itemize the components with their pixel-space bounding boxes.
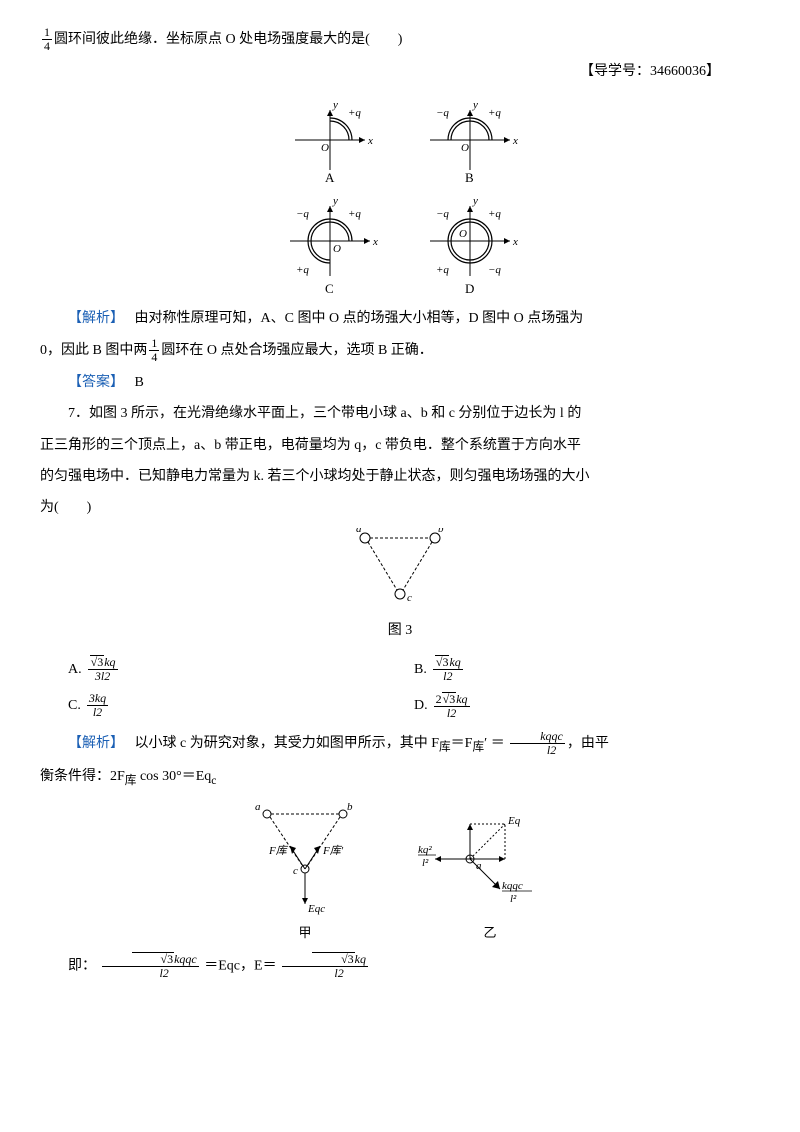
figure-3: a b c 图 3 [40,528,760,643]
analysis-6b: 0，因此 B 图中两 1 4 圆环在 O 点处合场强应最大，选项 B 正确． [40,337,760,364]
analysis-label-7: 【解析】 [68,736,117,751]
svg-text:y: y [332,99,338,111]
svg-text:+q: +q [348,208,361,220]
analysis-7: 【解析】 以小球 c 为研究对象，其受力如图甲所示，其中 F库＝F库′ ＝ kq… [40,730,760,758]
intro-line: 1 4 圆环间彼此绝缘．坐标原点 O 处电场强度最大的是( ) [40,6,760,53]
svg-text:−q: −q [488,264,501,276]
svg-text:kq²: kq² [418,844,432,856]
svg-text:b: b [347,801,353,813]
option-A: A. 3kq 3l2 [68,651,414,687]
svg-text:−q: −q [436,208,449,220]
fig-yi-label: 乙 [415,921,565,944]
svg-text:C: C [325,281,334,296]
final-line: 即： 3kqqc l2 ＝Eqc，E＝ 3kq l2 [40,952,760,980]
q7-line3: 的匀强电场中．已知静电力常量为 k. 若三个小球均处于静止状态，则匀强电场场强的… [40,464,760,489]
q7-line1: 7．如图 3 所示，在光滑绝缘水平面上，三个带电小球 a、b 和 c 分别位于边… [40,401,760,426]
svg-text:l²: l² [422,857,429,869]
answer-value: B [135,375,144,390]
svg-text:+q: +q [436,264,449,276]
svg-text:O: O [333,243,341,255]
svg-text:y: y [472,195,478,207]
svg-text:a: a [255,801,261,813]
svg-text:B: B [465,170,474,185]
svg-text:+q: +q [488,107,501,119]
svg-text:A: A [325,170,335,185]
answer-label: 【答案】 [68,375,117,390]
analysis-6: 【解析】 由对称性原理可知，A、C 图中 O 点的场强大小相等，D 图中 O 点… [40,306,760,331]
svg-text:c: c [407,592,412,604]
svg-text:Eqc: Eqc [307,903,325,915]
svg-text:F库: F库 [268,844,289,857]
figure-3-caption: 图 3 [40,618,760,643]
figure-jia-yi: a b c F库 F库′ Eqc 甲 a [40,799,760,944]
svg-text:D: D [465,281,474,296]
svg-text:F库′: F库′ [322,844,344,857]
svg-text:x: x [372,236,378,248]
option-C: C. 3kq l2 [68,688,414,724]
frac-1-4: 1 4 [42,26,52,53]
svg-text:O: O [321,142,329,154]
svg-text:c: c [293,865,298,877]
svg-text:Eq: Eq [507,815,521,827]
q7-line4: 为( ) [40,495,760,520]
svg-text:+q: +q [348,107,361,119]
svg-text:−q: −q [296,208,309,220]
diagram-row-2: x y O +q −q +q C x y O +q −q +q −q [40,193,760,298]
option-D: D. 23kq l2 [414,688,760,724]
diagram-svg-ab: x y O +q A x y O +q −q B [240,95,560,185]
analysis-7b: 衡条件得：2F库 cos 30°＝Eqc [40,764,760,791]
figure-3-svg: a b c [335,528,465,618]
option-B: B. 3kq l2 [414,651,760,687]
diagram-row-1: x y O +q A x y O +q −q B [40,95,760,185]
figure-yi: a Eq kq² l² kqqc l² 乙 [415,799,565,944]
svg-text:x: x [367,135,373,147]
fig-jia-label: 甲 [235,921,375,944]
svg-text:y: y [332,195,338,207]
diagram-svg-cd: x y O +q −q +q C x y O +q −q +q −q [240,193,560,298]
q7-line2: 正三角形的三个顶点上，a、b 带正电，电荷量均为 q，c 带负电．整个系统置于方… [40,433,760,458]
figure-jia: a b c F库 F库′ Eqc 甲 [235,799,375,944]
svg-text:+q: +q [488,208,501,220]
svg-text:x: x [512,236,518,248]
svg-text:a: a [356,528,362,535]
svg-text:x: x [512,135,518,147]
svg-text:b: b [438,528,444,535]
svg-text:kqqc: kqqc [502,880,523,892]
svg-text:O: O [461,142,469,154]
intro-text: 圆环间彼此绝缘．坐标原点 O 处电场强度最大的是( ) [54,32,402,47]
svg-text:y: y [472,99,478,111]
figure-jia-svg: a b c F库 F库′ Eqc [235,799,375,919]
options-block: A. 3kq 3l2 B. 3kq l2 C. 3kq l2 D. 23kq l… [40,651,760,724]
guide-number: 【导学号：34660036】 [40,59,720,84]
svg-text:O: O [459,228,467,240]
analysis-label: 【解析】 [68,311,117,326]
svg-text:−q: −q [436,107,449,119]
figure-yi-svg: a Eq kq² l² kqqc l² [415,799,565,919]
svg-text:+q: +q [296,264,309,276]
svg-text:l²: l² [510,893,517,905]
answer-6: 【答案】 B [40,370,760,395]
